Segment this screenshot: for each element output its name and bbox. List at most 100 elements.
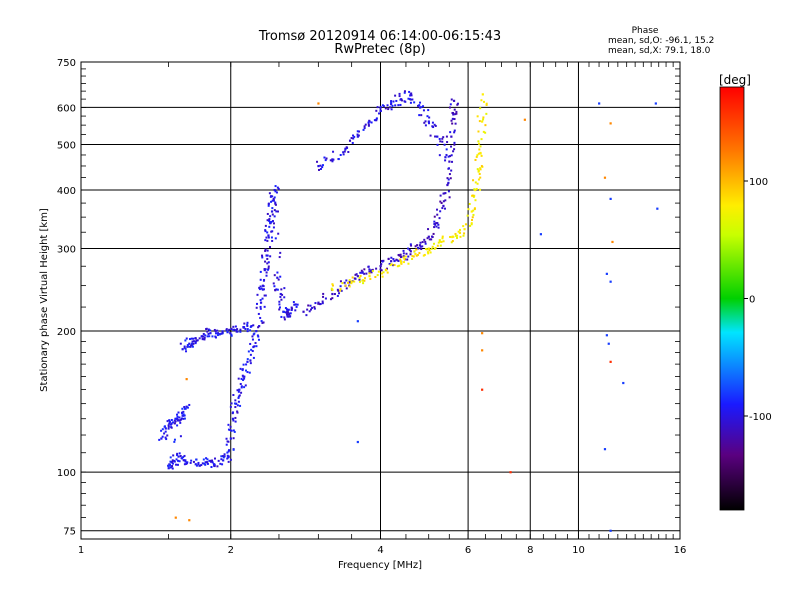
echo-point [305, 314, 308, 317]
echo-point [416, 244, 419, 247]
echo-point [390, 256, 393, 259]
echo-point [275, 288, 278, 291]
echo-point [484, 131, 487, 134]
echo-point [243, 386, 246, 389]
echo-point [363, 127, 366, 130]
echo-point [402, 252, 405, 255]
echo-point [197, 461, 200, 464]
echo-point [257, 312, 260, 315]
echo-point [264, 229, 267, 232]
echo-point [436, 143, 439, 146]
echo-point [475, 187, 478, 190]
echo-point [478, 172, 481, 175]
echo-point [269, 215, 272, 218]
echo-point [454, 113, 457, 116]
echo-point [278, 306, 281, 309]
echo-point [267, 267, 270, 270]
echo-point [350, 137, 353, 140]
echo-point [266, 257, 269, 260]
echo-point [438, 217, 441, 220]
echo-point [178, 419, 181, 422]
echo-point [283, 316, 286, 319]
data-point [607, 342, 610, 345]
echo-point [391, 264, 394, 267]
echo-point [291, 307, 294, 310]
echo-point [343, 150, 346, 153]
echo-point [367, 121, 370, 124]
echo-point [211, 459, 214, 462]
echo-point [243, 322, 246, 325]
echo-point [203, 338, 206, 341]
echo-point [209, 329, 212, 332]
echo-point [422, 109, 425, 112]
echo-point [353, 277, 356, 280]
echo-point [246, 324, 249, 327]
data-point [238, 388, 241, 391]
echo-point [183, 463, 186, 466]
echo-point [449, 103, 452, 106]
echo-point [478, 188, 481, 191]
echo-point [202, 335, 205, 338]
echo-point [265, 271, 268, 274]
echo-point [184, 339, 187, 342]
echo-point [479, 167, 482, 170]
echo-point [264, 294, 267, 297]
colorbar-ticks: 100 0 -100 [744, 177, 772, 423]
echo-point [397, 104, 400, 107]
echo-point [240, 377, 243, 380]
echo-point [192, 342, 195, 345]
echo-point [234, 399, 237, 402]
echo-point [422, 105, 425, 108]
echo-point [273, 209, 276, 212]
echo-point [400, 99, 403, 102]
echo-point [183, 345, 186, 348]
echo-point [433, 123, 436, 126]
echo-point [226, 440, 229, 443]
echo-point [271, 199, 274, 202]
data-point [200, 335, 204, 338]
echo-point [260, 287, 263, 290]
echo-point [456, 102, 459, 105]
echo-point [453, 129, 456, 132]
echo-point [439, 200, 442, 203]
echo-point [269, 246, 272, 249]
echo-point [385, 269, 388, 272]
echo-point [268, 192, 271, 195]
echo-point [455, 110, 458, 113]
echo-point [261, 288, 264, 291]
echo-point [424, 120, 427, 123]
echo-point [391, 104, 394, 107]
echo-point [395, 99, 398, 102]
echo-point [232, 419, 235, 422]
echo-point [255, 306, 258, 309]
echo-point [190, 342, 193, 345]
echo-point [255, 345, 258, 348]
echo-point [438, 239, 441, 242]
echo-point [188, 338, 191, 341]
echo-point [266, 254, 269, 257]
echo-point [206, 458, 209, 461]
echo-point [171, 460, 174, 463]
echo-point [228, 328, 231, 331]
series-o-mode-E [158, 330, 260, 470]
echo-point [449, 131, 452, 134]
echo-point [247, 350, 250, 353]
echo-point [443, 207, 446, 210]
echo-point [396, 259, 399, 262]
echo-point [205, 457, 208, 460]
echo-point [441, 207, 444, 210]
echo-point [266, 239, 269, 242]
data-point [368, 270, 371, 273]
echo-point [364, 123, 367, 126]
echo-point [411, 98, 414, 101]
echo-point [223, 455, 226, 458]
echo-point [317, 302, 320, 305]
echo-point [182, 459, 185, 462]
data-point [250, 325, 253, 328]
echo-point [480, 138, 483, 141]
echo-point [478, 142, 481, 145]
echo-point [269, 195, 272, 198]
echo-point [340, 289, 343, 292]
echo-point [432, 242, 435, 245]
echo-point [227, 460, 230, 463]
